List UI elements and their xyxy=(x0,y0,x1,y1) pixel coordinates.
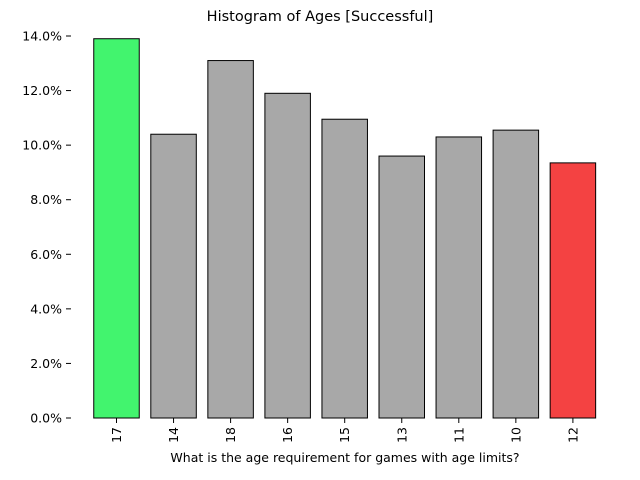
y-tick-label: 2.0% xyxy=(30,356,62,371)
x-axis: 17 14 18 16 15 13 11 10 12 xyxy=(109,418,580,443)
x-tick-label: 12 xyxy=(565,427,580,443)
bars xyxy=(93,38,597,419)
y-tick-label: 0.0% xyxy=(30,411,62,426)
x-tick-label: 18 xyxy=(223,427,238,443)
y-tick-label: 10.0% xyxy=(22,138,62,153)
bar-12 xyxy=(549,162,597,419)
x-tick-label: 14 xyxy=(166,427,181,443)
y-axis: 0.0% 2.0% 4.0% 6.0% 8.0% 10.0% 12.0% 14.0% xyxy=(22,29,71,426)
y-tick-label: 6.0% xyxy=(30,247,62,262)
x-tick-label: 17 xyxy=(109,427,124,443)
bar-18 xyxy=(207,60,254,419)
x-tick-label: 16 xyxy=(280,427,295,443)
x-tick-label: 13 xyxy=(394,427,409,443)
x-tick-label: 10 xyxy=(508,427,523,443)
x-axis-label: What is the age requirement for games wi… xyxy=(170,450,519,465)
x-tick-label: 11 xyxy=(451,427,466,443)
bar-16 xyxy=(264,92,311,419)
bar-17 xyxy=(93,38,140,419)
bar-13 xyxy=(378,155,425,419)
chart-title: Histogram of Ages [Successful] xyxy=(207,9,434,25)
y-tick-label: 12.0% xyxy=(22,83,62,98)
x-tick-label: 15 xyxy=(337,427,352,443)
bar-15 xyxy=(321,118,368,419)
y-tick-label: 4.0% xyxy=(30,301,62,316)
y-tick-label: 8.0% xyxy=(30,192,62,207)
y-tick-label: 14.0% xyxy=(22,29,62,44)
bar-14 xyxy=(150,133,197,419)
bar-11 xyxy=(435,136,483,419)
bar-10 xyxy=(492,129,540,419)
